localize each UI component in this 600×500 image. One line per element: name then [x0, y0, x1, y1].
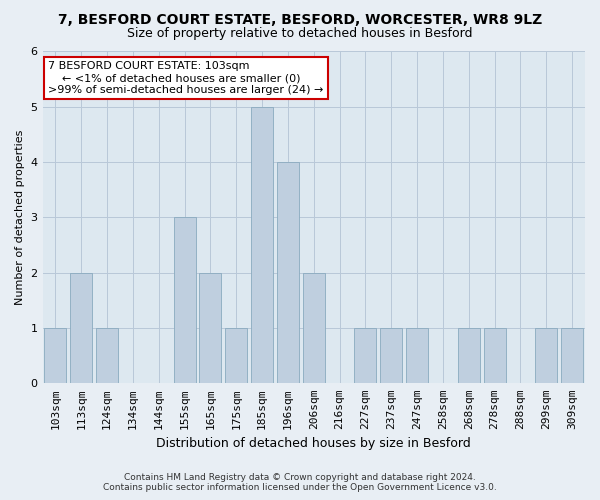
Bar — [251, 107, 273, 384]
Bar — [96, 328, 118, 384]
Bar — [535, 328, 557, 384]
Bar — [225, 328, 247, 384]
Bar — [277, 162, 299, 384]
Bar — [303, 272, 325, 384]
Text: 7 BESFORD COURT ESTATE: 103sqm
    ← <1% of detached houses are smaller (0)
>99%: 7 BESFORD COURT ESTATE: 103sqm ← <1% of … — [48, 62, 323, 94]
Text: Size of property relative to detached houses in Besford: Size of property relative to detached ho… — [127, 28, 473, 40]
Bar — [355, 328, 376, 384]
Bar — [458, 328, 480, 384]
Bar — [173, 218, 196, 384]
Bar — [484, 328, 506, 384]
X-axis label: Distribution of detached houses by size in Besford: Distribution of detached houses by size … — [157, 437, 471, 450]
Y-axis label: Number of detached properties: Number of detached properties — [15, 130, 25, 305]
Bar — [44, 328, 67, 384]
Bar — [70, 272, 92, 384]
Bar — [380, 328, 402, 384]
Text: Contains HM Land Registry data © Crown copyright and database right 2024.
Contai: Contains HM Land Registry data © Crown c… — [103, 473, 497, 492]
Text: 7, BESFORD COURT ESTATE, BESFORD, WORCESTER, WR8 9LZ: 7, BESFORD COURT ESTATE, BESFORD, WORCES… — [58, 12, 542, 26]
Bar — [406, 328, 428, 384]
Bar — [199, 272, 221, 384]
Bar — [561, 328, 583, 384]
